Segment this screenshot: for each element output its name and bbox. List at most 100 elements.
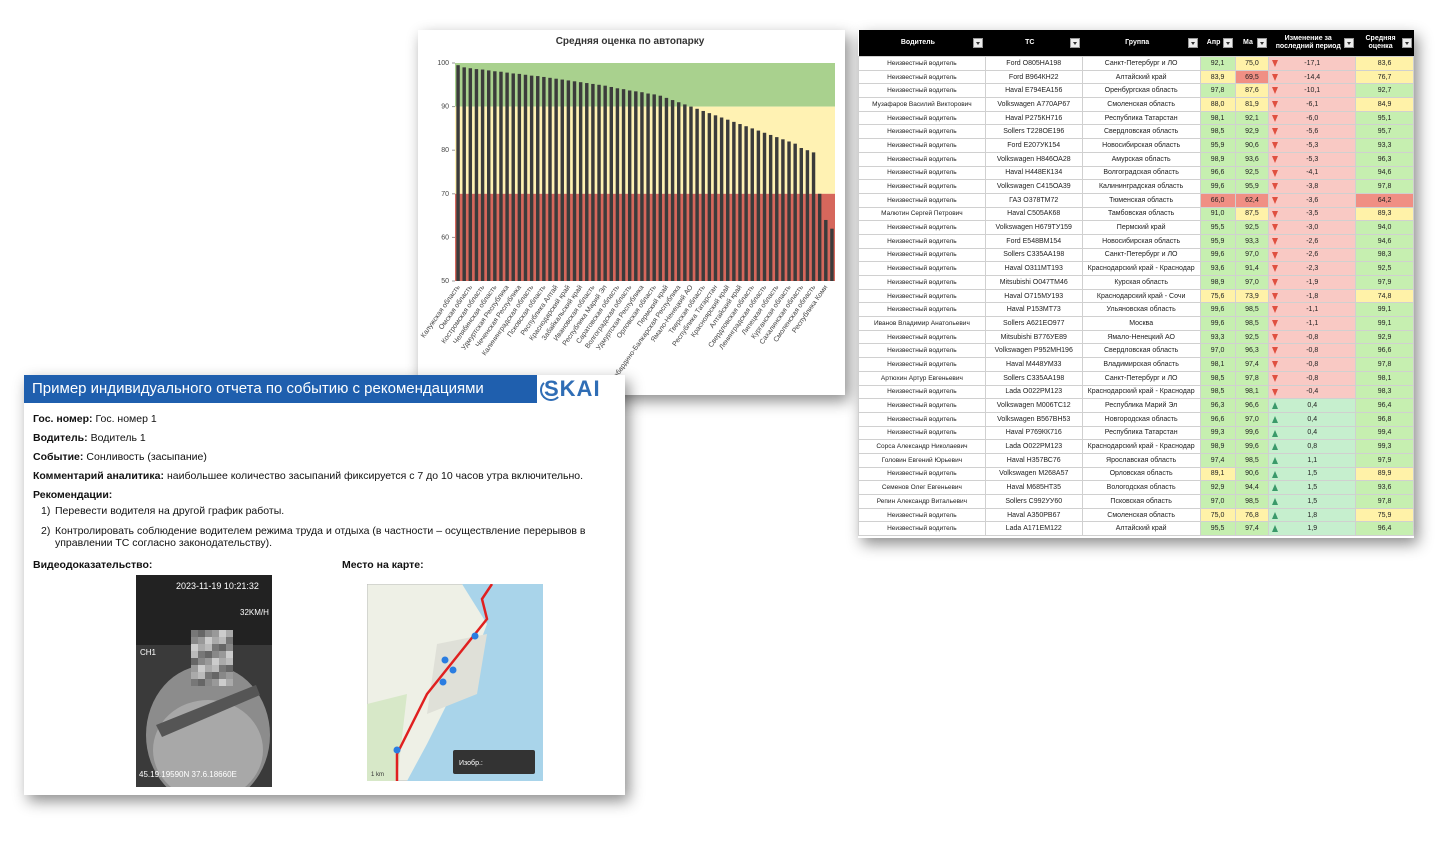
table-cell: Неизвестный водитель [858,56,986,71]
cell-text: Псковская область [1110,497,1172,505]
filter-button[interactable] [1256,38,1267,48]
cell-text: 88,0 [1210,100,1225,108]
cell-text: Неизвестный водитель [887,415,957,423]
pixelated-face [191,630,233,686]
bar [701,110,705,282]
table-cell: 92,7 [1355,83,1414,99]
table-cell: -0,8 [1268,370,1357,386]
cell-text: Неизвестный водитель [887,237,957,245]
table-cell: 98,5 [1234,452,1270,468]
cell-text: 97,4 [1245,360,1259,368]
filter-button[interactable] [973,38,984,48]
cell-text: Новосибирская область [1102,141,1181,149]
table-cell: Свердловская область [1081,124,1201,140]
filter-button[interactable] [1223,38,1234,48]
cell-text: Неизвестный водитель [887,511,957,519]
bar [750,128,754,281]
cell-text: 92,9 [1377,333,1392,341]
table-cell: Тамбовская область [1081,206,1201,222]
filter-button[interactable] [1188,38,1199,48]
cell-text: 98,5 [1210,374,1225,382]
pixel [205,679,212,686]
rec-text: Контролировать соблюдение водителем режи… [55,525,586,549]
table-cell: Санкт-Петербург и ЛО [1081,370,1201,386]
cell-text: Haval Р275КН716 [1005,114,1063,122]
cell-text: 75,6 [1210,292,1225,300]
table-cell: 92,5 [1234,220,1270,235]
cell-text: -14,4 [1304,73,1321,81]
bar [775,137,779,281]
trend-arrow [1272,511,1279,519]
table-cell: 97,8 [1355,494,1414,509]
cell-text: 90,6 [1245,141,1259,149]
bar [523,74,528,281]
table-cell: 96,6 [1199,411,1236,427]
bar [517,73,522,282]
cell-text: 0,4 [1307,415,1318,423]
table-cell: 1,1 [1268,452,1357,468]
table-cell: 93,6 [1355,480,1414,495]
cell-text: 96,3 [1377,155,1392,163]
cell-text: 95,9 [1210,237,1225,245]
bar [670,100,675,281]
field-label: Событие: [33,451,84,463]
cell-text: 97,0 [1245,251,1259,259]
cell-text: Volkswagen Н679ТУ159 [995,224,1072,232]
field-label: Гос. номер: [33,413,93,425]
cell-text: 99,6 [1210,306,1225,314]
cell-text: 87,5 [1245,210,1259,218]
cell-text: 96,6 [1210,169,1225,177]
table-cell: 98,1 [1199,110,1236,126]
cell-text: -5,6 [1306,128,1319,136]
bar [505,72,509,281]
table-row: Сорса Александр Николаевич Lada О022РМ123… [858,439,1414,454]
filter-button[interactable] [1401,38,1412,48]
cell-text: Неизвестный водитель [887,87,957,95]
cell-text: 90,6 [1245,470,1259,478]
table-cell: Новосибирская область [1081,233,1201,249]
header-text: ТС [1025,39,1035,46]
cell-text: Ford В964КН22 [1008,73,1059,81]
cell-text: 98,1 [1210,114,1225,122]
cell-text: 98,1 [1245,388,1259,396]
trend-arrow [1272,101,1279,109]
bar [738,124,742,281]
table-cell: 1,5 [1268,480,1357,495]
filter-button[interactable] [1070,38,1081,48]
cell-text: 99,6 [1245,429,1259,437]
table-cell: Lada О022РМ123 [984,439,1083,454]
cell-text: 69,5 [1245,73,1259,81]
cell-text: 84,9 [1377,100,1392,108]
table-cell: 64,2 [1355,192,1414,208]
table-cell: 98,3 [1355,384,1414,400]
table-cell: -3,0 [1268,220,1357,235]
table-cell: 83,9 [1199,69,1236,85]
table-cell: 75,9 [1355,507,1414,523]
table-cell: Haval Н357ВС76 [984,452,1083,468]
report-title: Пример индивидуального отчета по событию… [24,375,537,403]
table-cell: 92,1 [1234,110,1270,126]
cell-text: 98,3 [1377,251,1392,259]
cell-text: ГАЗ О378ТМ72 [1009,196,1059,204]
map-pin [393,746,401,754]
bar [762,132,767,281]
table-row: Неизвестный водитель Volkswagen Р952МН196… [858,343,1414,359]
table-cell: 66,0 [1199,192,1236,208]
trend-arrow [1272,224,1279,232]
cell-text: 1,1 [1307,456,1318,464]
cell-text: -0,8 [1306,374,1319,382]
table-cell: 97,0 [1234,247,1270,263]
header-text: Группа [1125,39,1150,46]
trend-arrow [1272,347,1279,355]
cell-text: 83,6 [1377,59,1392,67]
table-cell: 87,6 [1234,83,1270,99]
table-row: Неизвестный водитель Volkswagen В567ВН53 Н… [858,411,1414,427]
cell-text: Неизвестный водитель [887,141,957,149]
cell-text: 99,3 [1210,429,1225,437]
table-cell: 75,0 [1234,56,1270,71]
filter-button[interactable] [1343,38,1354,48]
table-cell: 0,8 [1268,439,1357,454]
table-cell: Артюхин Артур Евгеньевич [858,370,986,386]
table-cell: 97,0 [1234,411,1270,427]
